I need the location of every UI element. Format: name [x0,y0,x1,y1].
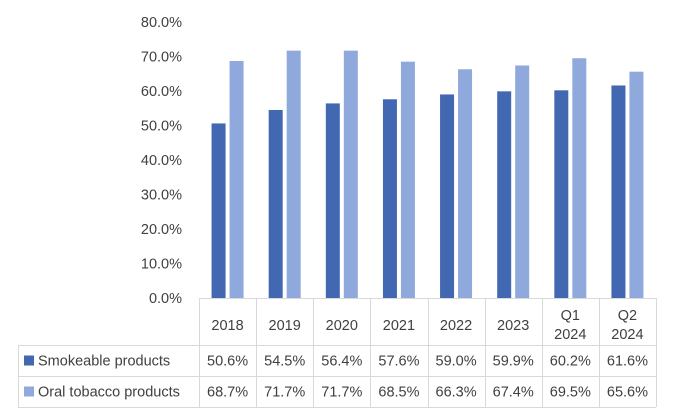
bar-smokeable-products [268,109,283,298]
data-table-value: 59.9% [493,354,534,370]
x-tick-label: 2024 [554,327,586,343]
y-tick-label: 60.0% [141,84,182,100]
bar-smokeable-products [325,103,340,298]
y-tick-label: 80.0% [141,15,182,31]
data-table-value: 68.7% [207,385,248,401]
bar-oral-tobacco-products [515,65,530,298]
bar-oral-tobacco-products [458,69,473,298]
x-tick-label: 2023 [497,318,529,334]
y-tick-label: 10.0% [141,257,182,273]
data-table-value: 60.2% [550,354,591,370]
y-tick-label: 40.0% [141,153,182,169]
bar-smokeable-products [211,123,226,299]
legend-swatch [24,355,34,366]
bar-smokeable-products [497,91,512,298]
legend-swatch [24,386,34,397]
x-tick-label: 2018 [211,318,243,334]
x-tick-label: 2020 [326,318,358,334]
x-tick-label: 2024 [611,327,643,343]
legend-label: Oral tobacco products [38,385,180,401]
bar-smokeable-products [611,85,626,298]
data-table-value: 71.7% [321,385,362,401]
y-tick-label: 70.0% [141,50,182,66]
x-tick-label: 2022 [440,318,472,334]
data-table-value: 57.6% [378,354,419,370]
data-table-value: 50.6% [207,354,248,370]
bar-oral-tobacco-products [229,60,244,298]
bar-oral-tobacco-products [343,50,358,299]
bars [211,50,644,299]
data-table-value: 71.7% [264,385,305,401]
data-table-value: 56.4% [321,354,362,370]
bar-smokeable-products [382,99,397,298]
data-table-value: 54.5% [264,354,305,370]
data-table-value: 68.5% [378,385,419,401]
bar-smokeable-products [440,94,455,298]
y-tick-label: 30.0% [141,188,182,204]
x-tick-label: Q2 [618,308,637,324]
y-tick-label: 50.0% [141,119,182,135]
bar-oral-tobacco-products [286,50,301,299]
legend-label: Smokeable products [38,354,170,370]
bar-oral-tobacco-products [400,61,415,298]
bar-smokeable-products [554,90,569,298]
y-axis: 0.0% 10.0% 20.0% 30.0% 40.0% 50.0% 60.0% 70.0% 8… [141,15,182,307]
bar-oral-tobacco-products [629,71,644,299]
x-tick-label: 2019 [269,318,301,334]
data-table: 2018 2019 2020 2021 2022 2023 Q1 2024 Q2 2024 Smok… [18,298,657,408]
data-table-value: 67.4% [493,385,534,401]
data-table-value: 69.5% [550,385,591,401]
x-tick-label: Q1 [561,308,580,324]
y-tick-label: 20.0% [141,222,182,238]
data-table-value: 59.0% [436,354,477,370]
data-table-value: 66.3% [436,385,477,401]
y-tick-label: 0.0% [149,291,182,307]
x-tick-label: 2021 [383,318,415,334]
bar-oral-tobacco-products [572,58,587,298]
data-table-value: 61.6% [607,354,648,370]
data-table-value: 65.6% [607,385,648,401]
